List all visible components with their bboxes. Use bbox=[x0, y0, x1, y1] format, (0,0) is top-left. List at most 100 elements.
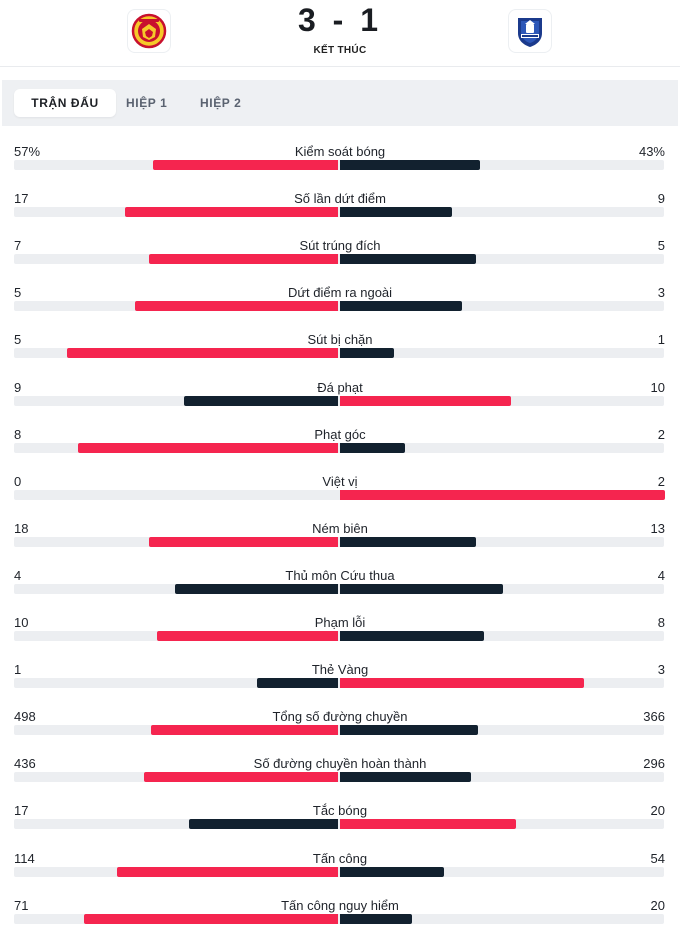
away-stat-bar bbox=[340, 537, 476, 547]
away-stat-bar bbox=[340, 254, 476, 264]
stat-label: Tắc bóng bbox=[312, 803, 368, 818]
stat-bar-track bbox=[14, 819, 664, 829]
home-stat-value: 18 bbox=[14, 521, 29, 536]
away-stat-value: 1 bbox=[657, 332, 665, 347]
stat-bar-track bbox=[14, 396, 664, 406]
stat-label: Phạm lỗi bbox=[314, 615, 366, 630]
stat-bar-track bbox=[14, 348, 664, 358]
away-stat-bar bbox=[340, 914, 412, 924]
stat-label: Sút bị chặn bbox=[307, 332, 373, 347]
match-header: 3 - 1 KẾT THÚC bbox=[0, 0, 680, 67]
stat-bar-track bbox=[14, 867, 664, 877]
tab-second-half[interactable]: HIỆP 2 bbox=[200, 96, 242, 110]
stat-row: 17 Số lần dứt điểm 9 bbox=[0, 191, 680, 231]
stat-bar-track bbox=[14, 584, 664, 594]
stat-row: 18 Ném biên 13 bbox=[0, 521, 680, 561]
home-stat-bar bbox=[149, 254, 338, 264]
away-stat-value: 366 bbox=[643, 709, 665, 724]
away-stat-bar bbox=[340, 348, 394, 358]
stat-label: Đá phạt bbox=[317, 380, 363, 395]
away-stat-value: 2 bbox=[657, 474, 665, 489]
home-stat-bar bbox=[149, 537, 338, 547]
stat-label: Sút trúng đích bbox=[299, 238, 381, 253]
stat-row: 5 Dứt điểm ra ngoài 3 bbox=[0, 285, 680, 325]
home-stat-bar bbox=[125, 207, 338, 217]
stat-label: Thủ môn Cứu thua bbox=[285, 568, 395, 583]
stat-bar-track bbox=[14, 678, 664, 688]
away-stat-bar bbox=[340, 867, 444, 877]
away-stat-value: 5 bbox=[657, 238, 665, 253]
stat-bar-track bbox=[14, 631, 664, 641]
home-stat-value: 5 bbox=[14, 332, 22, 347]
home-stat-bar bbox=[151, 725, 338, 735]
stat-row: 7 Sút trúng đích 5 bbox=[0, 238, 680, 278]
stat-bar-track bbox=[14, 207, 664, 217]
home-stat-value: 114 bbox=[14, 851, 35, 866]
tab-first-half[interactable]: HIỆP 1 bbox=[126, 96, 168, 110]
stat-row: 4 Thủ môn Cứu thua 4 bbox=[0, 568, 680, 608]
away-stat-bar bbox=[340, 301, 462, 311]
away-stat-bar bbox=[340, 396, 511, 406]
home-stat-bar bbox=[184, 396, 338, 406]
home-stat-value: 17 bbox=[14, 803, 29, 818]
home-stat-value: 9 bbox=[14, 380, 22, 395]
home-stat-value: 71 bbox=[14, 898, 29, 913]
home-stat-value: 0 bbox=[14, 474, 22, 489]
stat-row: 8 Phạt góc 2 bbox=[0, 427, 680, 467]
home-stat-value: 10 bbox=[14, 615, 29, 630]
home-stat-bar bbox=[135, 301, 338, 311]
away-stat-value: 8 bbox=[657, 615, 665, 630]
stat-label: Số đường chuyền hoàn thành bbox=[253, 756, 427, 771]
home-stat-bar bbox=[257, 678, 338, 688]
home-stat-value: 436 bbox=[14, 756, 36, 771]
away-team-crest[interactable] bbox=[508, 9, 552, 53]
match-score: 3 - 1 bbox=[297, 2, 383, 38]
stat-label: Tấn công nguy hiểm bbox=[281, 898, 399, 913]
away-stat-bar bbox=[340, 678, 584, 688]
stat-label: Kiểm soát bóng bbox=[294, 144, 386, 159]
home-stat-bar bbox=[84, 914, 338, 924]
away-stat-value: 9 bbox=[657, 191, 665, 206]
tab-match[interactable]: TRẬN ĐẤU bbox=[14, 89, 116, 117]
stat-bar-track bbox=[14, 914, 664, 924]
away-stat-bar bbox=[340, 725, 478, 735]
away-stat-value: 4 bbox=[657, 568, 665, 583]
period-tabs: TRẬN ĐẤU HIỆP 1 HIỆP 2 bbox=[2, 80, 678, 126]
stat-bar-track bbox=[14, 160, 664, 170]
away-stat-bar bbox=[340, 443, 405, 453]
away-stat-value: 13 bbox=[650, 521, 665, 536]
away-stat-value: 20 bbox=[650, 898, 665, 913]
stat-row: 0 Việt vị 2 bbox=[0, 474, 680, 514]
away-stat-value: 54 bbox=[650, 851, 665, 866]
home-stat-value: 8 bbox=[14, 427, 22, 442]
home-stat-bar bbox=[157, 631, 338, 641]
away-stat-value: 20 bbox=[650, 803, 665, 818]
stat-row: 10 Phạm lỗi 8 bbox=[0, 615, 680, 655]
away-stat-bar bbox=[340, 772, 471, 782]
stat-label: Phạt góc bbox=[314, 427, 366, 442]
stat-bar-track bbox=[14, 725, 664, 735]
stat-bar-track bbox=[14, 537, 664, 547]
away-stat-bar bbox=[340, 584, 503, 594]
stat-bar-track bbox=[14, 254, 664, 264]
stat-bar-track bbox=[14, 490, 665, 500]
stat-row: 1 Thẻ Vàng 3 bbox=[0, 662, 680, 702]
away-stat-bar bbox=[340, 819, 516, 829]
stat-bar-track bbox=[14, 443, 664, 453]
stat-label: Dứt điểm ra ngoài bbox=[287, 285, 393, 300]
home-stat-bar bbox=[189, 819, 338, 829]
away-stat-bar bbox=[340, 207, 452, 217]
stat-row: 436 Số đường chuyền hoàn thành 296 bbox=[0, 756, 680, 796]
home-team-crest[interactable] bbox=[127, 9, 171, 53]
stat-label: Việt vị bbox=[322, 474, 358, 489]
stat-label: Tấn công bbox=[312, 851, 368, 866]
away-stat-value: 296 bbox=[643, 756, 665, 771]
home-stat-bar bbox=[175, 584, 338, 594]
stat-label: Thẻ Vàng bbox=[311, 662, 369, 677]
stat-bar-track bbox=[14, 301, 664, 311]
stat-label: Ném biên bbox=[312, 521, 368, 536]
home-stat-bar bbox=[78, 443, 338, 453]
stat-bar-track bbox=[14, 772, 664, 782]
home-stat-bar bbox=[67, 348, 338, 358]
home-stat-bar bbox=[144, 772, 338, 782]
